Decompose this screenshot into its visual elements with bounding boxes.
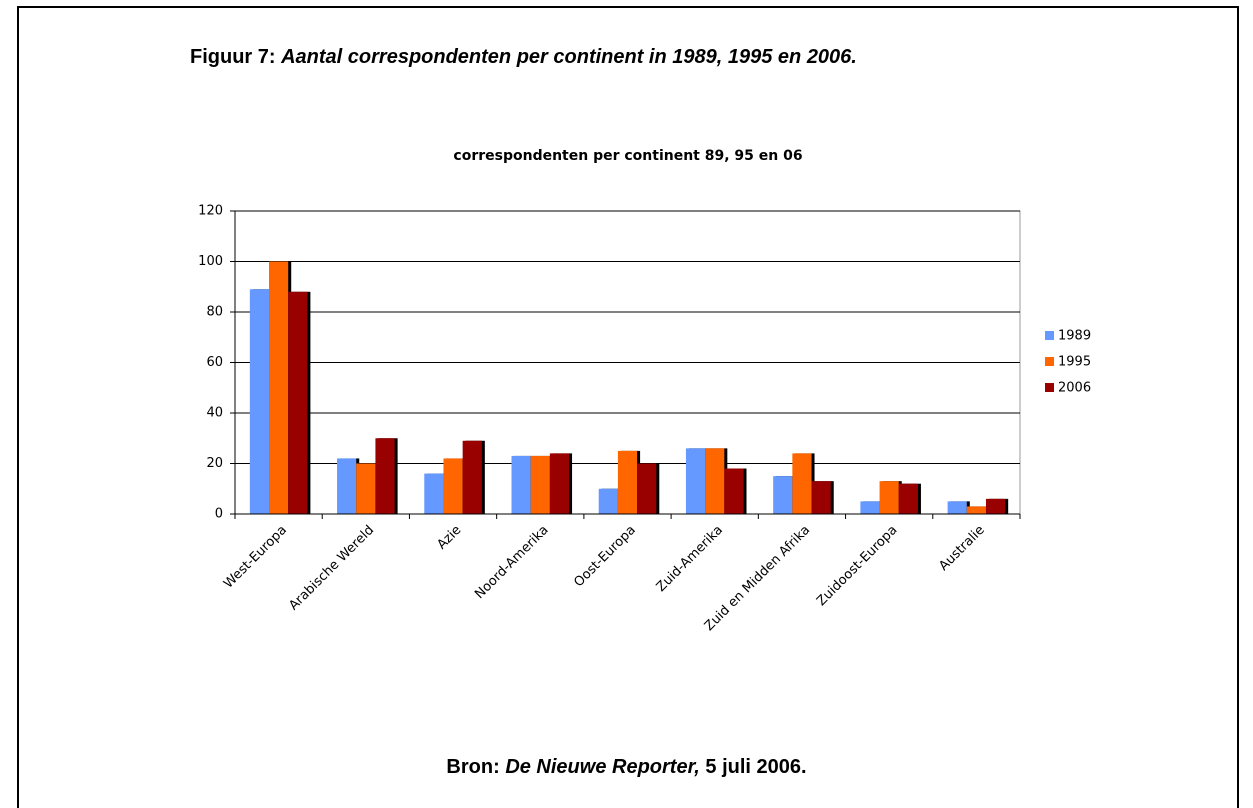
legend-swatch xyxy=(1045,357,1054,366)
bar xyxy=(637,463,657,514)
bar xyxy=(617,450,638,514)
legend-label: 1989 xyxy=(1058,329,1091,344)
chart: correspondenten per continent 89, 95 en … xyxy=(198,148,1091,634)
y-tick-label: 80 xyxy=(206,305,223,320)
x-tick-label: Zuidoost-Europa xyxy=(814,523,900,609)
x-tick-label: Noord-Amerika xyxy=(472,523,551,602)
bar xyxy=(530,455,550,514)
figure-label: Figuur 7: xyxy=(190,46,276,68)
bar xyxy=(249,289,270,514)
figure-caption: Aantal correspondenten per continent in … xyxy=(281,46,857,68)
bar xyxy=(898,483,918,514)
bar xyxy=(879,481,899,514)
x-tick-label: Azie xyxy=(434,523,464,553)
bar xyxy=(985,498,1006,514)
frame xyxy=(17,6,1239,808)
bar xyxy=(792,453,812,514)
x-tick-label: Australie xyxy=(936,523,987,574)
bar xyxy=(462,440,482,514)
bar xyxy=(375,438,395,514)
bar xyxy=(773,476,793,514)
source-label: Bron: xyxy=(446,756,500,778)
y-tick-label: 120 xyxy=(198,204,223,219)
bar xyxy=(337,458,357,514)
bar xyxy=(966,506,986,514)
bar xyxy=(288,291,308,514)
y-tick-label: 0 xyxy=(215,507,223,522)
bar xyxy=(724,468,744,514)
bar xyxy=(811,481,831,514)
y-tick-label: 20 xyxy=(206,456,223,471)
bar xyxy=(356,463,376,514)
source-date: 5 juli 2006. xyxy=(705,756,807,778)
legend-label: 1995 xyxy=(1058,355,1091,370)
bar xyxy=(443,458,463,514)
bar xyxy=(860,501,880,514)
bar xyxy=(424,473,444,514)
source-publication: De Nieuwe Reporter, xyxy=(505,756,700,778)
x-tick-label: Oost-Europa xyxy=(571,523,638,590)
legend-swatch xyxy=(1045,383,1054,392)
legend-label: 2006 xyxy=(1058,381,1091,396)
source: Bron: De Nieuwe Reporter, 5 juli 2006. xyxy=(0,756,1253,779)
bar xyxy=(549,453,570,514)
figure-heading: Figuur 7: Aantal correspondenten per con… xyxy=(190,46,857,69)
x-tick-label: West-Europa xyxy=(221,523,290,592)
y-tick-label: 40 xyxy=(206,406,223,421)
bar xyxy=(598,488,618,514)
y-tick-label: 60 xyxy=(206,355,223,370)
legend-swatch xyxy=(1045,331,1054,340)
bar xyxy=(685,448,706,514)
y-tick-label: 100 xyxy=(198,254,223,269)
bar xyxy=(705,448,725,514)
bar xyxy=(511,455,531,514)
chart-title: correspondenten per continent 89, 95 en … xyxy=(453,148,802,164)
x-tick-label: Zuid-Amerika xyxy=(654,523,726,595)
bar xyxy=(269,261,289,514)
bar xyxy=(947,501,967,514)
x-tick-label: Arabische Wereld xyxy=(286,523,377,614)
